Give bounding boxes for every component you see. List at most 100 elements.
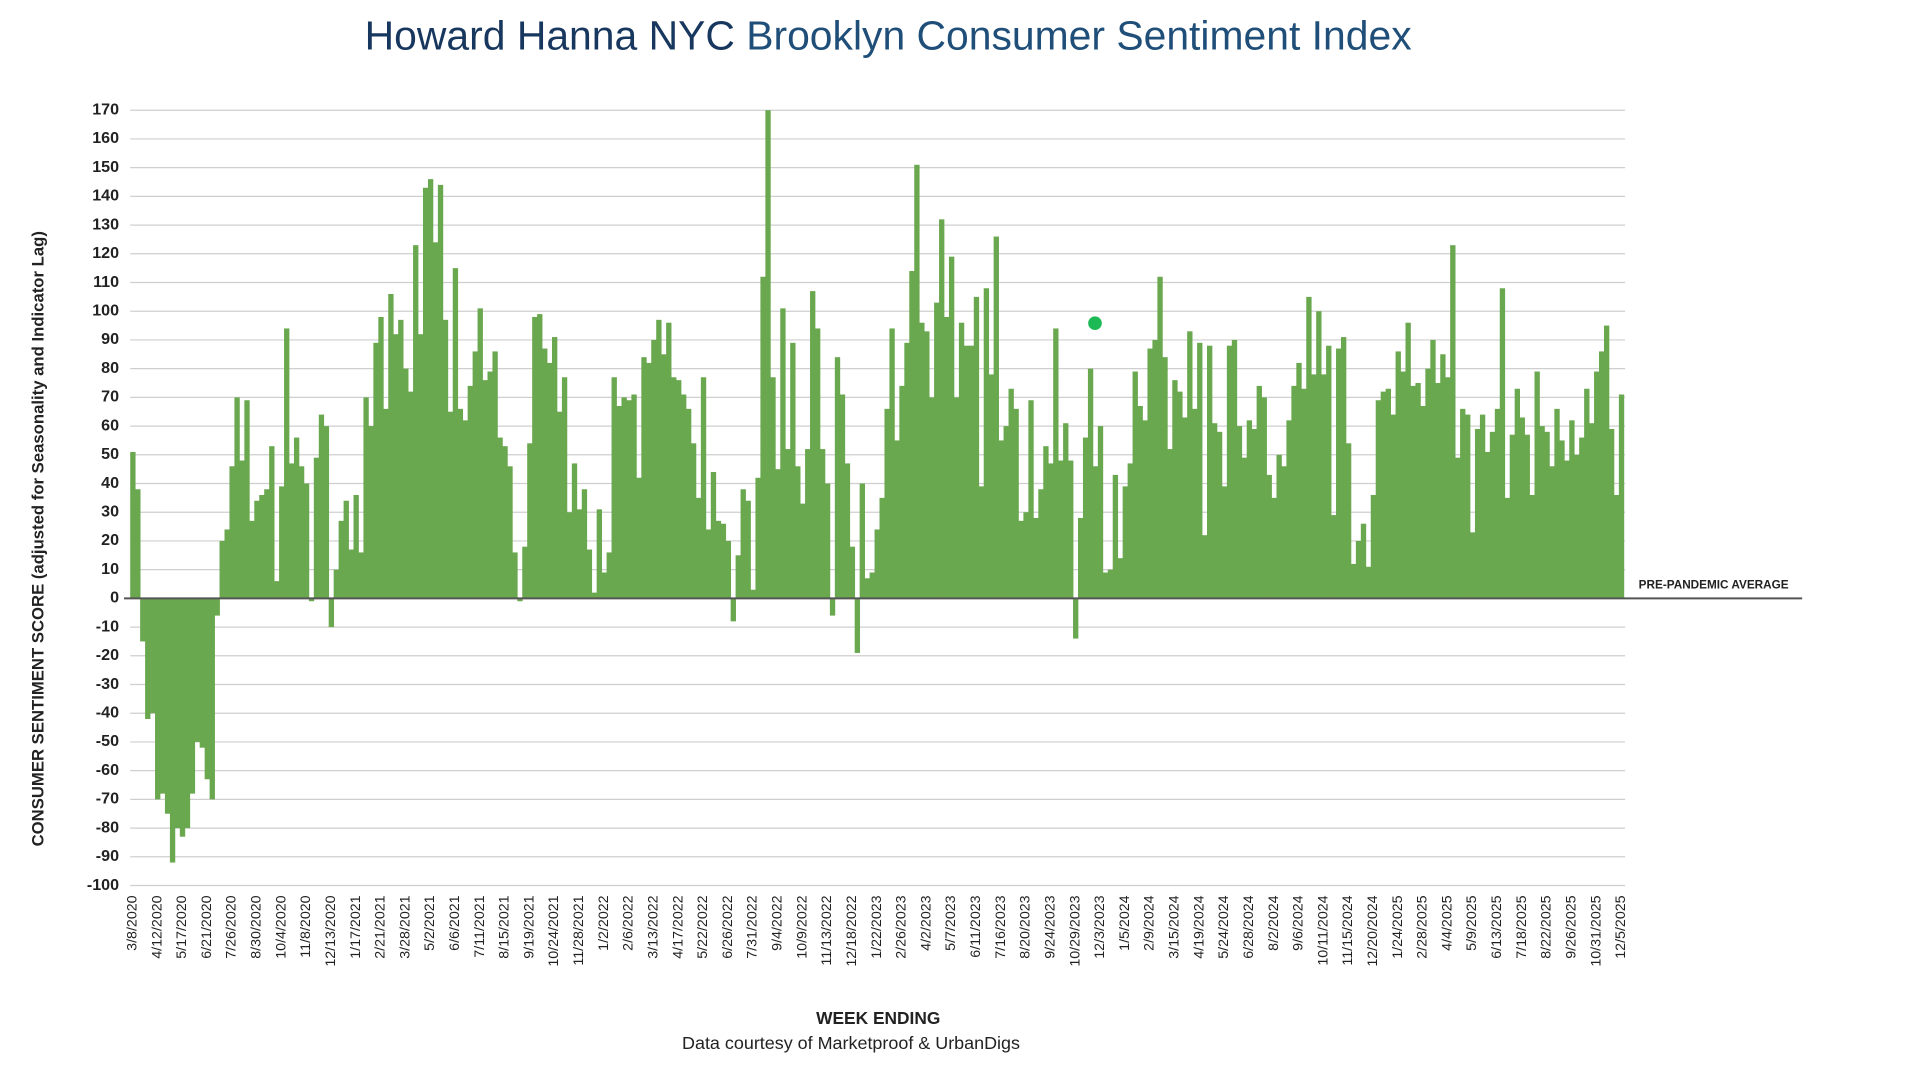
bar xyxy=(1127,463,1133,599)
bar xyxy=(785,449,791,599)
x-tick-label: 6/28/2024 xyxy=(1241,895,1257,958)
bar xyxy=(874,529,880,599)
bar xyxy=(1430,339,1436,599)
bar xyxy=(1266,474,1272,599)
bar xyxy=(1316,311,1322,599)
y-tick-label: 40 xyxy=(101,474,119,492)
bar xyxy=(1405,322,1411,599)
y-tick-label: 110 xyxy=(93,273,119,291)
bar xyxy=(279,486,285,599)
y-tick-label: -100 xyxy=(87,876,119,894)
bar xyxy=(219,540,225,599)
bar xyxy=(810,291,816,599)
bar xyxy=(532,316,538,599)
bar xyxy=(1167,449,1173,599)
bar xyxy=(606,552,612,599)
bar xyxy=(626,400,632,599)
bar xyxy=(393,334,399,599)
x-tick-label: 11/13/2022 xyxy=(819,895,835,965)
bar xyxy=(755,477,761,599)
bar xyxy=(368,426,374,599)
bar xyxy=(1003,426,1009,599)
x-tick-label: 1/5/2024 xyxy=(1117,895,1133,950)
y-tick-label: 70 xyxy=(101,388,119,406)
x-tick-label: 10/24/2021 xyxy=(546,895,562,966)
x-tick-label: 8/20/2023 xyxy=(1018,895,1034,958)
x-tick-label: 3/28/2021 xyxy=(397,895,413,958)
bar xyxy=(770,377,776,599)
bar xyxy=(1524,434,1530,599)
bar xyxy=(1107,569,1114,599)
bar xyxy=(561,377,568,599)
bar xyxy=(1296,362,1302,599)
annotation: PRE-PANDEMIC AVERAGE xyxy=(1639,578,1789,591)
bar xyxy=(199,598,206,748)
grid: -100-90-80-70-60-50-40-30-20-10010203040… xyxy=(87,100,1629,966)
bar xyxy=(1350,563,1357,599)
x-tick-label: 10/31/2025 xyxy=(1588,895,1604,966)
bar xyxy=(556,411,563,599)
y-tick-label: 0 xyxy=(110,589,119,607)
bar xyxy=(859,483,865,599)
bar xyxy=(1117,558,1124,599)
y-tick-label: 50 xyxy=(101,445,119,463)
bar xyxy=(328,598,335,628)
bar xyxy=(745,500,751,599)
bar xyxy=(313,457,320,599)
x-tick-label: 12/20/2024 xyxy=(1365,895,1381,966)
bar xyxy=(1251,428,1257,599)
bar xyxy=(1549,466,1555,599)
cursor-dot xyxy=(1088,316,1102,331)
bar xyxy=(631,394,637,599)
x-tick-label: 4/19/2024 xyxy=(1191,895,1207,958)
x-tick-label: 7/11/2021 xyxy=(472,895,488,957)
x-tick-label: 8/22/2025 xyxy=(1539,895,1555,958)
bar xyxy=(1390,414,1396,599)
y-tick-label: 60 xyxy=(101,416,119,434)
bar xyxy=(899,385,905,599)
bar xyxy=(775,469,781,599)
bar xyxy=(1584,388,1590,599)
x-tick-label: 4/12/2020 xyxy=(149,895,165,958)
bar xyxy=(373,342,379,599)
bar xyxy=(1415,383,1421,599)
bar xyxy=(720,523,727,599)
y-tick-label: -20 xyxy=(96,646,119,664)
bar xyxy=(150,598,156,714)
bar xyxy=(224,529,230,599)
bar xyxy=(1221,486,1228,599)
bar xyxy=(1013,408,1019,599)
bar xyxy=(695,497,702,599)
bar xyxy=(383,408,389,599)
bar xyxy=(1192,408,1198,599)
x-tick-label: 12/3/2023 xyxy=(1092,895,1108,958)
bar xyxy=(849,546,856,599)
bar xyxy=(348,549,354,599)
bar xyxy=(204,598,210,780)
bar xyxy=(1246,420,1253,599)
bar xyxy=(1077,517,1084,599)
x-tick-label: 7/26/2020 xyxy=(224,895,240,958)
bar xyxy=(517,598,523,602)
bar xyxy=(765,110,771,599)
bar xyxy=(611,377,617,599)
bar xyxy=(333,569,339,599)
bar xyxy=(1216,431,1223,599)
bar xyxy=(1603,325,1610,599)
bar xyxy=(1360,523,1367,599)
bar xyxy=(1211,423,1218,599)
x-tick-label: 11/8/2020 xyxy=(298,895,314,957)
bar xyxy=(512,552,518,599)
x-tick-label: 7/18/2025 xyxy=(1514,895,1530,958)
bar xyxy=(790,342,796,599)
bar xyxy=(303,483,310,599)
bar xyxy=(1385,388,1391,599)
bar xyxy=(159,598,166,794)
y-tick-label: -60 xyxy=(96,761,119,779)
bar xyxy=(1152,339,1158,599)
bar xyxy=(537,314,543,599)
bar xyxy=(1613,494,1620,599)
bar xyxy=(829,598,836,616)
bar xyxy=(234,397,240,599)
bar xyxy=(1187,331,1193,599)
